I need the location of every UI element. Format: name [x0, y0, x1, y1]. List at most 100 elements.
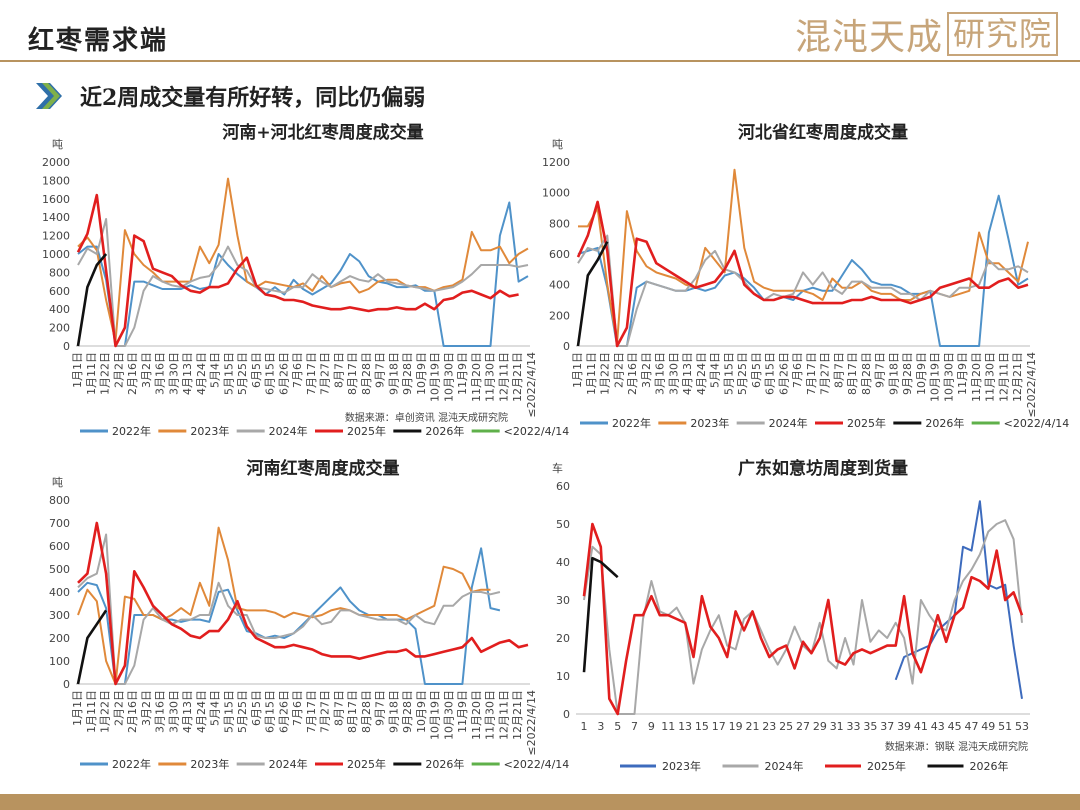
- x-tick-label: 12月21日: [511, 690, 524, 740]
- x-tick-label: 4月13日: [181, 690, 194, 733]
- x-tick-label: 7月17日: [305, 352, 318, 395]
- x-tick-label: 5月15日: [722, 352, 735, 395]
- series-line: [577, 194, 1029, 347]
- legend-label: 2024年: [269, 757, 308, 771]
- legend-label: 2022年: [112, 757, 151, 771]
- x-tick-label: 2月2日: [612, 352, 625, 388]
- series-line: [582, 522, 1024, 716]
- x-tick-label: 2月16日: [126, 352, 139, 395]
- x-tick-label: 9月28日: [401, 352, 414, 395]
- x-tick-label: 4月24日: [695, 352, 708, 395]
- x-tick-label: 41: [914, 720, 928, 733]
- x-tick-label: 9月18日: [887, 352, 900, 395]
- page-title: 红枣需求端: [28, 26, 169, 56]
- series-line: [578, 168, 1029, 344]
- x-tick-label: 6月26日: [777, 352, 790, 395]
- x-tick-label: 11月9日: [456, 352, 469, 395]
- x-tick-label: 33: [847, 720, 861, 733]
- x-tick-label: 3月2日: [140, 352, 153, 388]
- x-tick-label: 5月4日: [209, 352, 222, 388]
- x-tick-label: 17: [712, 720, 726, 733]
- legend-item: 2023年: [620, 759, 701, 773]
- x-tick-label: 5月25日: [236, 352, 249, 395]
- legend-item: 2025年: [825, 759, 906, 773]
- y-tick-label: 200: [49, 322, 70, 335]
- x-tick-label: 5月4日: [709, 352, 722, 388]
- y-tick-label: 400: [49, 303, 70, 316]
- x-tick-label: 10月19日: [929, 352, 942, 402]
- x-tick-label: 8月17日: [346, 352, 359, 395]
- x-tick-label: 1月22日: [599, 352, 612, 395]
- x-tick-label: 15: [695, 720, 709, 733]
- x-tick-label: 49: [981, 720, 995, 733]
- x-tick-label: 11月30日: [484, 690, 497, 740]
- x-tick-label: 10月30日: [942, 352, 955, 402]
- y-tick-label: 1200: [542, 156, 570, 169]
- x-tick-label: 2月2日: [112, 352, 125, 388]
- legend-item: <2022/4/14: [471, 758, 569, 771]
- x-tick-label: 12月11日: [497, 352, 510, 402]
- x-tick-label: 6月15日: [764, 352, 777, 395]
- x-tick-label: 3月16日: [154, 690, 167, 733]
- y-tick-label: 400: [49, 586, 70, 599]
- y-tick-label: 400: [549, 279, 570, 292]
- x-tick-label: 9月28日: [401, 690, 414, 733]
- legend-item: 2026年: [393, 424, 464, 438]
- x-tick-label: ≤2022/4/14: [525, 352, 538, 418]
- y-tick-label: 30: [556, 594, 570, 607]
- x-tick-label: 9月7日: [374, 690, 387, 726]
- x-tick-label: 35: [863, 720, 877, 733]
- y-tick-label: 0: [63, 340, 70, 353]
- x-tick-label: 11月20日: [470, 352, 483, 402]
- series-line: [77, 218, 529, 347]
- series-line: [582, 556, 619, 673]
- series-line: [77, 201, 529, 347]
- legend-label: 2022年: [112, 424, 151, 438]
- logo-text: 混沌天成: [794, 17, 943, 58]
- x-tick-label: 3月2日: [640, 352, 653, 388]
- x-tick-label: 53: [1015, 720, 1029, 733]
- x-tick-label: 6月26日: [277, 690, 290, 733]
- x-tick-label: 3月16日: [154, 352, 167, 395]
- y-tick-label: 600: [49, 540, 70, 553]
- x-tick-label: 7月6日: [791, 352, 804, 388]
- x-tick-label: 11月9日: [456, 690, 469, 733]
- x-tick-label: 29: [813, 720, 827, 733]
- x-tick-label: 2月16日: [626, 352, 639, 395]
- chart-title: 河北省红枣周度成交量: [738, 122, 908, 143]
- x-tick-label: 10月9日: [415, 352, 428, 395]
- x-tick-label: 8月7日: [332, 690, 345, 726]
- x-tick-label: 3月30日: [667, 352, 680, 395]
- series-line: [577, 234, 1029, 347]
- y-tick-label: 10: [556, 670, 570, 683]
- x-tick-label: 11月9日: [956, 352, 969, 395]
- y-tick-label: 200: [49, 632, 70, 645]
- x-tick-label: 8月7日: [332, 352, 345, 388]
- x-tick-label: 6月15日: [264, 690, 277, 733]
- legend-item: 2023年: [658, 416, 729, 430]
- y-tick-label: 1400: [42, 211, 70, 224]
- x-tick-label: 31: [830, 720, 844, 733]
- legend-item: <2022/4/14: [971, 417, 1070, 430]
- x-tick-label: 1: [581, 720, 588, 733]
- x-tick-label: 8月7日: [832, 352, 845, 388]
- x-tick-label: 1月11日: [585, 352, 598, 395]
- x-tick-label: 9月7日: [874, 352, 887, 388]
- x-tick-label: 1月22日: [99, 690, 112, 733]
- series-line: [77, 526, 491, 685]
- legend-item: 2026年: [393, 757, 464, 771]
- chart-hn-hb-volume: 河南+河北红枣周度成交量吨 0 200 400 600 800 1000 1200 1400 16…: [40, 112, 569, 442]
- y-tick-label: 100: [49, 655, 70, 668]
- legend-label: <2022/4/14: [1004, 417, 1070, 430]
- x-tick-label: 11月20日: [970, 352, 983, 402]
- x-tick-label: 1月1日: [571, 352, 584, 388]
- x-tick-label: 6月5日: [250, 352, 263, 388]
- series-line: [77, 533, 501, 685]
- header-divider: [0, 60, 1080, 62]
- x-tick-label: 8月28日: [360, 352, 373, 395]
- x-tick-label: 23: [762, 720, 776, 733]
- legend-item: 2024年: [236, 757, 308, 771]
- legend-label: 2025年: [867, 759, 906, 773]
- x-tick-label: 39: [897, 720, 911, 733]
- y-unit-label: 车: [552, 461, 563, 475]
